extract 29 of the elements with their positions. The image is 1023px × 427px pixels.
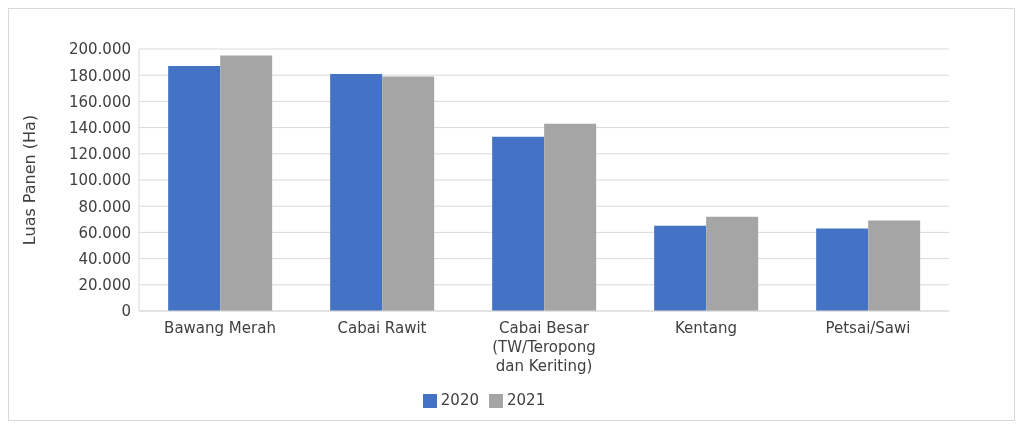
bar	[868, 220, 921, 311]
bar	[220, 55, 273, 311]
y-tick-label: 60.000	[78, 223, 131, 242]
x-tick-label: Petsai/Sawi	[825, 319, 911, 337]
y-tick-label: 180.000	[68, 66, 131, 85]
y-tick-label: 120.000	[68, 145, 131, 164]
bar	[706, 216, 759, 311]
legend-label: 2020	[440, 391, 479, 409]
legend-label: 2021	[507, 391, 546, 409]
bar	[654, 225, 707, 311]
y-tick-label: 0	[121, 302, 131, 321]
bar	[492, 136, 545, 311]
x-tick-label: Bawang Merah	[164, 319, 276, 337]
y-tick-label: 200.000	[68, 40, 131, 59]
y-tick-label: 20.000	[78, 276, 131, 295]
bar	[382, 76, 435, 311]
y-tick-label: 100.000	[68, 171, 131, 190]
bar	[816, 228, 869, 311]
y-tick-label: 40.000	[78, 249, 131, 268]
bar	[168, 66, 221, 311]
y-tick-label: 160.000	[68, 92, 131, 111]
x-tick-label: Cabai Rawit	[337, 319, 427, 337]
bar	[330, 73, 383, 311]
x-tick-label: Kentang	[675, 319, 737, 337]
x-tick-label: Cabai Besar (TW/Teropong dan Keriting)	[492, 319, 596, 375]
bar	[544, 123, 597, 311]
y-tick-label: 140.000	[68, 118, 131, 137]
y-axis-title: Luas Panen (Ha)	[19, 114, 39, 246]
y-tick-label: 80.000	[78, 197, 131, 216]
